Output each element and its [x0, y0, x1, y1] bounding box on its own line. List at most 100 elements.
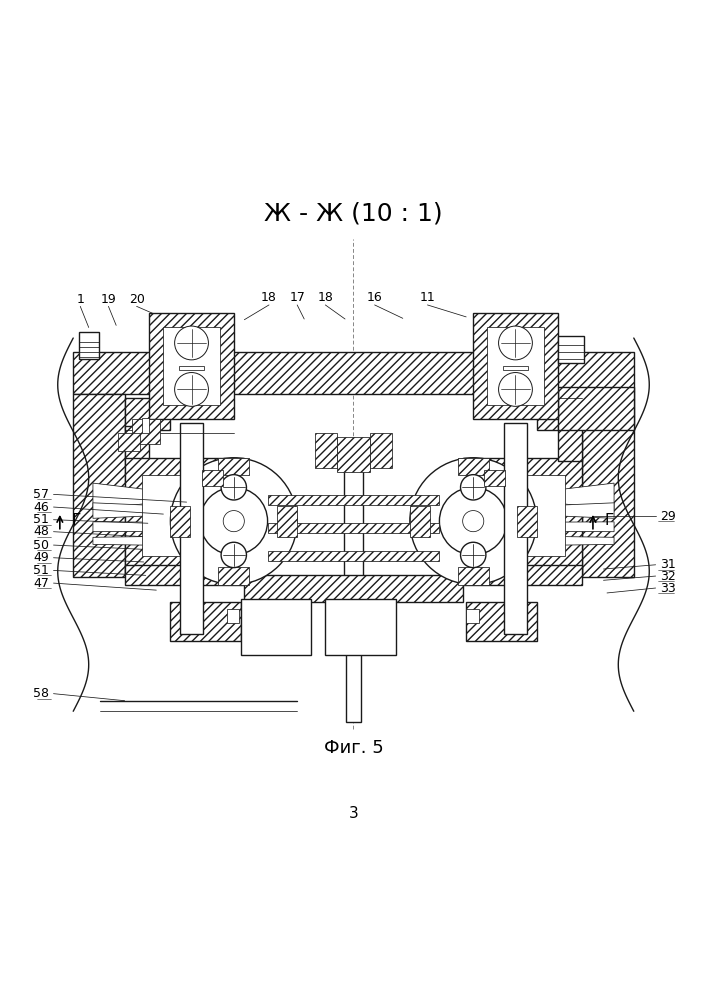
Bar [462, 458, 583, 574]
Bar [537, 398, 583, 430]
Bar [117, 433, 140, 451]
Bar [370, 433, 392, 468]
Bar [124, 458, 245, 574]
Bar [124, 398, 170, 430]
Bar [504, 423, 527, 634]
Bar [457, 458, 489, 475]
Circle shape [223, 511, 245, 532]
Text: 33: 33 [660, 582, 676, 595]
Text: 51: 51 [33, 513, 49, 526]
Text: Г: Г [71, 513, 81, 528]
Bar [202, 470, 223, 486]
Bar [466, 609, 479, 623]
Bar [457, 567, 489, 585]
Bar [267, 495, 440, 505]
Circle shape [175, 373, 209, 406]
Bar [558, 426, 583, 461]
Bar [410, 506, 430, 537]
Bar [558, 387, 633, 430]
Text: 1: 1 [76, 293, 84, 306]
Bar [484, 475, 565, 556]
Circle shape [221, 542, 247, 568]
Text: 58: 58 [33, 687, 49, 700]
Bar [245, 575, 462, 602]
Bar [466, 602, 537, 641]
Bar [74, 394, 124, 577]
Bar [149, 313, 234, 419]
Bar [180, 423, 203, 634]
Bar [337, 437, 370, 472]
Bar [325, 599, 396, 655]
Polygon shape [540, 522, 614, 532]
Circle shape [498, 373, 532, 406]
Bar [462, 565, 583, 585]
Text: 29: 29 [660, 510, 676, 523]
Polygon shape [540, 483, 614, 510]
Bar [484, 470, 505, 486]
Bar [170, 506, 190, 537]
Bar [142, 418, 149, 433]
Text: 51: 51 [33, 564, 49, 577]
Bar [267, 523, 440, 533]
Bar [517, 506, 537, 537]
Bar [142, 475, 223, 556]
Bar [132, 419, 160, 444]
Bar [79, 332, 98, 359]
Bar [218, 458, 250, 475]
Polygon shape [540, 503, 614, 518]
Text: 11: 11 [419, 291, 436, 304]
Polygon shape [93, 522, 167, 532]
Text: 20: 20 [129, 293, 144, 306]
Bar [124, 565, 245, 585]
Circle shape [410, 458, 537, 585]
Bar [473, 313, 558, 419]
Bar [179, 366, 204, 370]
Circle shape [460, 542, 486, 568]
Polygon shape [93, 483, 167, 510]
Text: 31: 31 [660, 558, 676, 571]
Text: 18: 18 [261, 291, 277, 304]
Text: 48: 48 [33, 525, 49, 538]
Text: 32: 32 [660, 570, 676, 583]
Bar [218, 567, 250, 585]
Bar [227, 609, 240, 623]
Text: 46: 46 [33, 501, 49, 514]
Bar [558, 336, 585, 363]
Text: 16: 16 [367, 291, 382, 304]
Circle shape [498, 326, 532, 360]
Circle shape [221, 475, 247, 500]
Bar [74, 352, 633, 394]
Bar [124, 426, 149, 461]
Bar [267, 551, 440, 561]
Bar [277, 506, 297, 537]
Bar [583, 394, 633, 577]
Text: 57: 57 [33, 488, 49, 501]
Bar [170, 602, 241, 641]
Bar [241, 599, 311, 655]
Text: 50: 50 [33, 539, 49, 552]
Circle shape [460, 475, 486, 500]
Bar [163, 327, 220, 405]
Bar [315, 433, 337, 468]
Polygon shape [93, 536, 167, 545]
Circle shape [200, 487, 267, 555]
Circle shape [170, 458, 297, 585]
Text: 17: 17 [289, 291, 305, 304]
Text: Г: Г [604, 513, 614, 528]
Text: 19: 19 [100, 293, 117, 306]
Text: 18: 18 [317, 291, 333, 304]
Circle shape [440, 487, 507, 555]
Polygon shape [540, 536, 614, 545]
Bar [503, 366, 528, 370]
Text: 3: 3 [349, 806, 358, 821]
Bar [344, 468, 363, 637]
Bar [487, 327, 544, 405]
Circle shape [175, 326, 209, 360]
Bar [346, 637, 361, 722]
Text: Ж - Ж (10 : 1): Ж - Ж (10 : 1) [264, 201, 443, 225]
Text: 49: 49 [33, 551, 49, 564]
Polygon shape [93, 503, 167, 518]
Circle shape [462, 511, 484, 532]
Text: 47: 47 [33, 577, 49, 590]
Text: Фиг. 5: Фиг. 5 [324, 739, 383, 757]
